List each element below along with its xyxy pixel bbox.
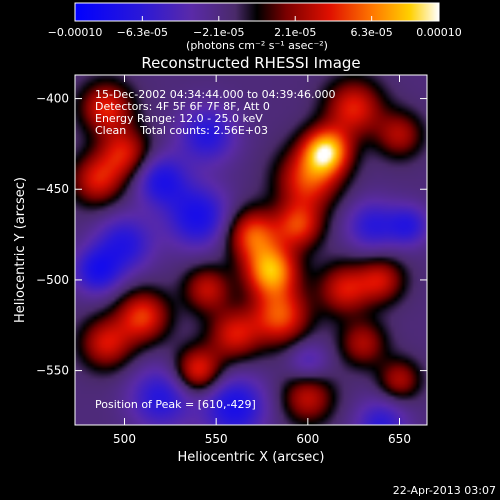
footer-timestamp: 22-Apr-2013 03:07 bbox=[393, 484, 496, 497]
chart-title: Reconstructed RHESSI Image bbox=[141, 54, 360, 72]
x-tick-label: 650 bbox=[388, 432, 411, 446]
y-tick-label: −550 bbox=[36, 364, 69, 378]
x-tick-label: 550 bbox=[205, 432, 228, 446]
plot-frame bbox=[74, 74, 428, 426]
colorbar-unit-label: (photons cm⁻² s⁻¹ asec⁻²) bbox=[186, 39, 328, 52]
y-tick-label: −400 bbox=[36, 92, 69, 106]
colorbar-tick-label: 6.3e-05 bbox=[351, 26, 393, 39]
x-tick-label: 500 bbox=[113, 432, 136, 446]
annotation-time-range: 15-Dec-2002 04:34:44.000 to 04:39:46.000 bbox=[95, 88, 336, 101]
annotation-detectors: Detectors: 4F 5F 6F 7F 8F, Att 0 bbox=[95, 100, 270, 113]
y-axis-label: Heliocentric Y (arcsec) bbox=[13, 177, 28, 323]
x-axis-label: Heliocentric X (arcsec) bbox=[178, 450, 325, 465]
colorbar-tick-label: 0.00010 bbox=[416, 26, 462, 39]
x-tick-label: 600 bbox=[296, 432, 319, 446]
colorbar-tick-label: 2.1e-05 bbox=[274, 26, 316, 39]
annotation-peak-position: Position of Peak = [610,-429] bbox=[95, 398, 256, 411]
colorbar-ticks: −0.00010 −6.3e-05 −2.1e-05 2.1e-05 6.3e-05 0.… bbox=[48, 16, 462, 39]
colorbar-tick-label: −2.1e-05 bbox=[193, 26, 244, 39]
x-axis-ticks: 500 550 600 650 bbox=[113, 75, 411, 446]
y-tick-label: −450 bbox=[36, 182, 69, 196]
colorbar-tick-label: −0.00010 bbox=[48, 26, 103, 39]
y-tick-label: −500 bbox=[36, 273, 69, 287]
colorbar bbox=[74, 2, 440, 22]
heatmap-image bbox=[75, 75, 427, 425]
y-axis-ticks: −400 −450 −500 −550 bbox=[36, 92, 427, 378]
annotation-clean: Clean Total counts: 2.56E+03 bbox=[95, 124, 268, 137]
colorbar-tick-label: −6.3e-05 bbox=[117, 26, 168, 39]
annotation-energy-range: Energy Range: 12.0 - 25.0 keV bbox=[95, 112, 263, 125]
